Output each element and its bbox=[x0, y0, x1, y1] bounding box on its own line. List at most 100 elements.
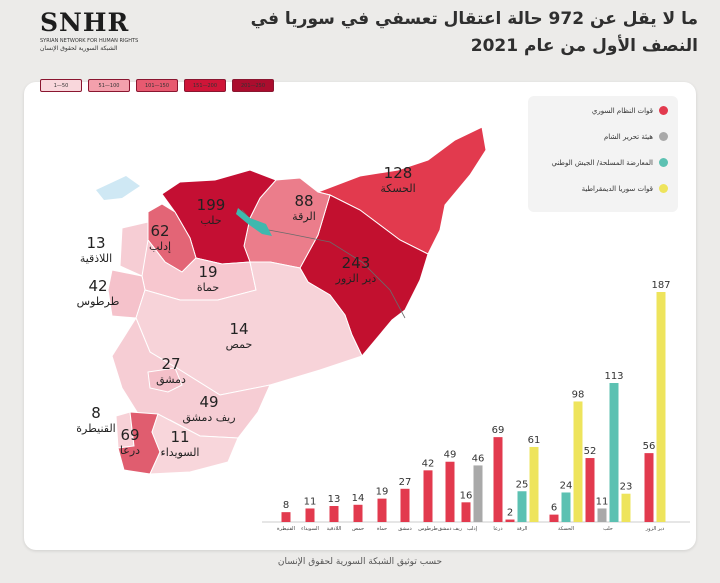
bar bbox=[585, 458, 595, 522]
map-region-name: طرطوس bbox=[77, 295, 120, 308]
bar-value-label: 52 bbox=[584, 446, 597, 457]
legend-swatch bbox=[659, 184, 668, 193]
bar-value-label: 187 bbox=[651, 280, 670, 291]
category-tick-label: حماة bbox=[377, 526, 387, 532]
category-tick-label: الرقة bbox=[517, 526, 528, 532]
map-region-name: الرقة bbox=[292, 210, 316, 223]
map-region-name: القنيطرة bbox=[76, 422, 115, 435]
bar-value-label: 24 bbox=[560, 480, 573, 491]
map-value-label: 199 bbox=[197, 196, 226, 214]
legend-label: قوات النظام السوري bbox=[591, 106, 653, 115]
legend-swatch bbox=[659, 158, 668, 167]
map-region-name: إدلب bbox=[149, 240, 171, 253]
footer-source: حسب توثيق الشبكة السورية لحقوق الإنسان bbox=[277, 557, 443, 567]
legend-swatch bbox=[659, 106, 668, 115]
map-region-name: ريف دمشق bbox=[182, 411, 235, 425]
legend-swatch bbox=[659, 132, 668, 141]
bar-value-label: 49 bbox=[444, 450, 457, 461]
category-tick-label: إدلب bbox=[467, 526, 478, 532]
bar-value-label: 98 bbox=[572, 389, 585, 400]
map-value-label: 19 bbox=[198, 263, 217, 281]
legend-item: قوات النظام السوري bbox=[592, 106, 668, 115]
bar bbox=[505, 519, 515, 522]
bar bbox=[305, 508, 315, 522]
map-region-name: اللاذقية bbox=[80, 252, 112, 265]
bar-value-label: 46 bbox=[472, 453, 485, 464]
bar-value-label: 56 bbox=[643, 441, 656, 452]
legend-label: قوات سوريا الديمقراطية bbox=[581, 184, 653, 193]
legend-label: هيئة تحرير الشام bbox=[603, 132, 653, 141]
map-value-label: 13 bbox=[86, 234, 105, 252]
scale-item: 201—250 bbox=[232, 79, 274, 92]
category-tick-label: دير الزور bbox=[645, 526, 664, 532]
bar bbox=[353, 504, 363, 522]
bar-value-label: 8 bbox=[283, 500, 289, 511]
scale-item: 151—200 bbox=[184, 79, 226, 92]
map-value-label: 62 bbox=[150, 222, 169, 240]
map-region-name: درعا bbox=[120, 444, 140, 457]
category-tick-label: الحسكة bbox=[558, 526, 574, 532]
bar-value-label: 6 bbox=[551, 503, 557, 514]
page-title: ما لا يقل عن 972 حالة اعتقال تعسفي في سو… bbox=[250, 9, 698, 56]
scale-item: 101—150 bbox=[136, 79, 178, 92]
bar bbox=[573, 401, 583, 522]
bar bbox=[597, 508, 607, 522]
logo-english-text: SYRIAN NETWORK FOR HUMAN RIGHTS bbox=[40, 38, 139, 44]
category-tick-label: درعا bbox=[493, 526, 502, 532]
bar-value-label: 19 bbox=[376, 487, 389, 498]
bar-value-label: 11 bbox=[596, 496, 609, 507]
legend-item: المعارضة المسلحة/ الجيش الوطني bbox=[551, 158, 668, 167]
scale-item: 51—100 bbox=[88, 79, 130, 92]
map-value-label: 69 bbox=[120, 426, 139, 444]
category-tick-label: حمص bbox=[352, 526, 364, 532]
bar bbox=[609, 383, 619, 522]
bar bbox=[445, 461, 455, 522]
color-scale: 1—50 51—100 101—150 151—200 201—250 bbox=[40, 79, 274, 92]
bar-value-label: 42 bbox=[422, 458, 435, 469]
map-region-name: حماة bbox=[197, 281, 219, 294]
map-region-name: السويداء bbox=[161, 446, 200, 459]
map-value-label: 49 bbox=[199, 393, 218, 411]
bar bbox=[377, 498, 387, 522]
map-region-name: حلب bbox=[200, 214, 221, 227]
bar-value-label: 11 bbox=[304, 496, 317, 507]
logo-main-text: SNHR bbox=[40, 8, 130, 37]
snhr-logo: SNHR SYRIAN NETWORK FOR HUMAN RIGHTS الش… bbox=[36, 8, 144, 54]
category-tick-label: حلب bbox=[603, 526, 613, 532]
map-region-name: دمشق bbox=[156, 373, 186, 387]
bar-value-label: 61 bbox=[528, 435, 541, 446]
category-tick-label: طرطوس bbox=[418, 526, 437, 532]
bar bbox=[621, 493, 631, 522]
map-value-label: 27 bbox=[161, 355, 180, 373]
bar bbox=[473, 465, 483, 522]
bar-value-label: 25 bbox=[516, 479, 529, 490]
logo-arabic-text: الشبكة السورية لحقوق الإنسان bbox=[40, 45, 118, 52]
category-tick-label: ريف دمشق bbox=[438, 526, 463, 532]
bar bbox=[493, 437, 503, 522]
bar bbox=[281, 512, 291, 522]
map-value-label: 128 bbox=[384, 164, 413, 182]
region-sweida bbox=[149, 413, 239, 475]
map-value-label: 243 bbox=[342, 254, 371, 272]
map-value-label: 42 bbox=[88, 277, 107, 295]
bar bbox=[529, 446, 539, 522]
map-value-label: 88 bbox=[294, 192, 313, 210]
bar-value-label: 27 bbox=[399, 477, 412, 488]
map-region-name: دير الزور bbox=[335, 272, 377, 285]
bar bbox=[561, 492, 571, 522]
map-region-name: حمص bbox=[226, 338, 253, 351]
scale-item: 1—50 bbox=[40, 79, 82, 92]
bar bbox=[461, 502, 471, 522]
legend-label: المعارضة المسلحة/ الجيش الوطني bbox=[551, 158, 653, 167]
bar bbox=[329, 506, 339, 522]
map-value-label: 8 bbox=[91, 404, 101, 422]
bar-value-label: 13 bbox=[328, 494, 341, 505]
bar bbox=[656, 292, 666, 522]
category-tick-label: السويداء bbox=[301, 526, 319, 532]
category-tick-label: القنيطرة bbox=[277, 526, 295, 532]
bar bbox=[549, 514, 559, 522]
bar-value-label: 14 bbox=[352, 493, 365, 504]
map-region-name: الحسكة bbox=[380, 182, 415, 195]
